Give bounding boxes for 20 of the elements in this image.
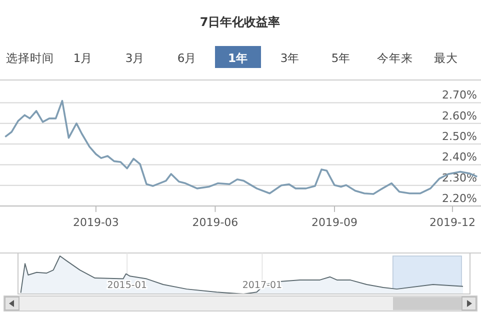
y-tick-label: 2.60% bbox=[442, 109, 477, 122]
x-tick-label: 2019-09 bbox=[312, 216, 358, 229]
text: 5年 bbox=[331, 51, 351, 65]
text: 3月 bbox=[125, 51, 145, 65]
x-tick-label: 2019-03 bbox=[72, 216, 119, 229]
text: 6月 bbox=[177, 51, 197, 65]
chart-title: 7日年化收益率 bbox=[200, 15, 280, 29]
text: 3年 bbox=[280, 51, 300, 65]
x-tick-label: 2015-01 bbox=[107, 280, 147, 291]
y-tick-label: 2.20% bbox=[442, 192, 477, 205]
text: 1年 bbox=[228, 51, 248, 65]
text: 1月 bbox=[73, 51, 93, 65]
x-tick-label: 2019-06 bbox=[192, 216, 238, 229]
text: 今年来 bbox=[377, 51, 413, 65]
y-tick-label: 2.40% bbox=[442, 150, 477, 164]
text: 最大 bbox=[434, 51, 458, 65]
x-tick-label: 2019-12 bbox=[429, 216, 476, 229]
y-tick-label: 2.50% bbox=[442, 130, 477, 144]
text: 选择时间 bbox=[6, 51, 54, 65]
y-tick-label: 2.70% bbox=[442, 88, 477, 102]
